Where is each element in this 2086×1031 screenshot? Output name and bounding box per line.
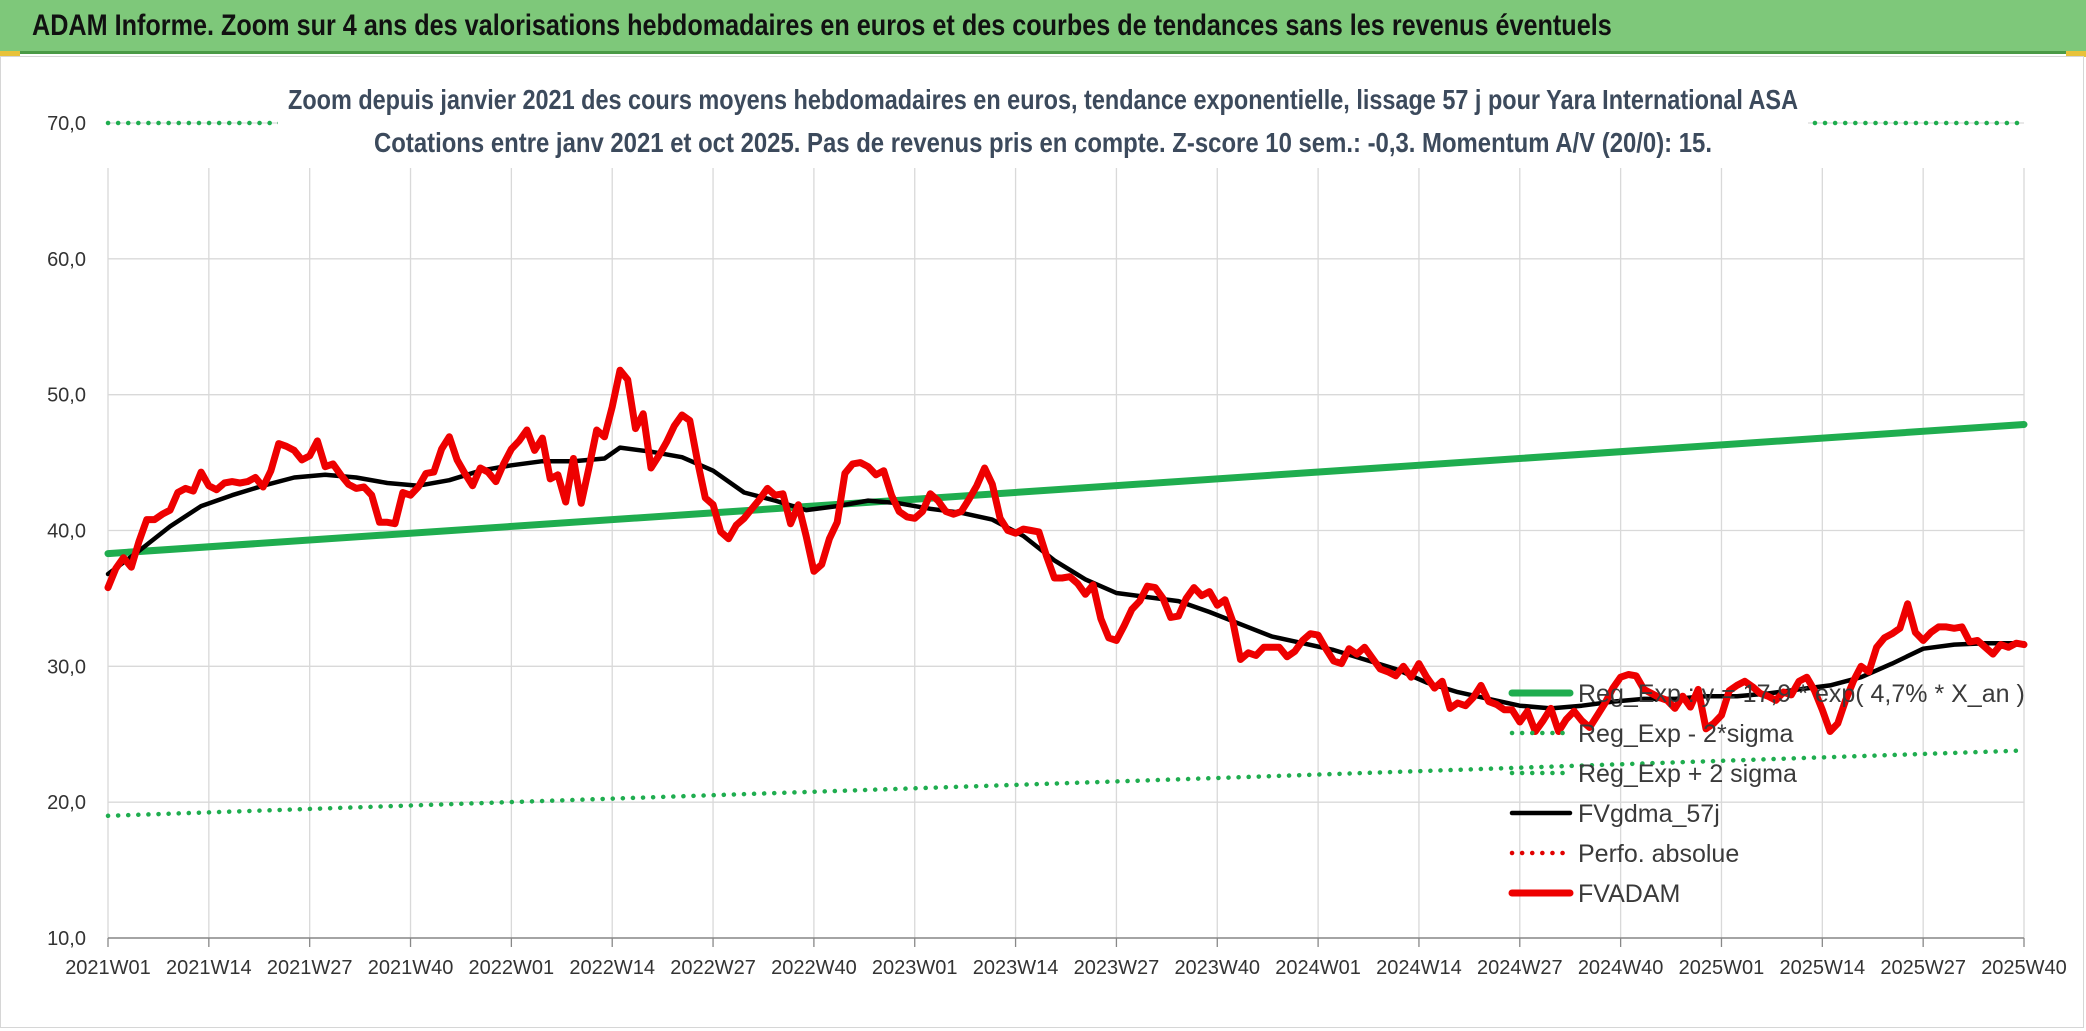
series-line-reg_exp — [104, 421, 2028, 558]
series-layer — [104, 120, 2028, 819]
y-tick-label: 20,0 — [47, 792, 86, 814]
x-tick-label: 2021W14 — [166, 957, 252, 979]
legend-label: FVADAM — [1578, 880, 1680, 908]
x-tick-label: 2023W01 — [872, 957, 958, 979]
title-backdrop — [278, 76, 1808, 168]
x-tick-label: 2025W01 — [1679, 957, 1765, 979]
x-tick-label: 2022W14 — [569, 957, 655, 979]
x-tick-label: 2022W40 — [771, 957, 857, 979]
series-line-fvadam — [104, 366, 2028, 735]
x-tick-label: 2021W27 — [267, 957, 353, 979]
x-tick-label: 2025W27 — [1880, 957, 1966, 979]
y-axis-ticks: 10,0 20,0 30,0 40,0 50,0 60,0 70,0 — [47, 113, 86, 950]
legend-label: Reg_Exp : y = 17,9 * exp( 4,7% * X_an ) — [1578, 680, 2025, 708]
x-tick-label: 2024W14 — [1376, 957, 1462, 979]
chart-subtitle: Cotations entre janv 2021 et oct 2025. P… — [374, 127, 1712, 158]
chart-frame — [0, 56, 2084, 1028]
y-tick-label: 60,0 — [47, 249, 86, 271]
x-tick-label: 2023W14 — [973, 957, 1059, 979]
header-corner-left — [0, 51, 20, 57]
x-tick-label: 2025W14 — [1780, 957, 1866, 979]
legend-label: Reg_Exp + 2 sigma — [1578, 760, 1797, 788]
x-tick-label: 2025W40 — [1981, 957, 2067, 979]
y-tick-label: 10,0 — [47, 928, 86, 950]
chart-title: Zoom depuis janvier 2021 des cours moyen… — [288, 84, 1798, 115]
x-tick-label: 2021W01 — [65, 957, 151, 979]
header-corner-right — [2066, 51, 2086, 57]
y-tick-label: 30,0 — [47, 656, 86, 678]
series-line-reg_exp — [105, 748, 2027, 819]
page-header: ADAM Informe. Zoom sur 4 ans des valoris… — [0, 0, 2086, 54]
x-tick-label: 2023W27 — [1074, 957, 1160, 979]
x-tick-label: 2023W40 — [1174, 957, 1260, 979]
x-tick-label: 2022W27 — [670, 957, 756, 979]
legend-label: Reg_Exp - 2*sigma — [1578, 720, 1793, 748]
legend: Reg_Exp : y = 17,9 * exp( 4,7% * X_an ) R… — [1508, 680, 2025, 908]
y-tick-label: 50,0 — [47, 385, 86, 407]
x-tick-label: 2024W27 — [1477, 957, 1563, 979]
y-tick-label: 40,0 — [47, 521, 86, 543]
x-tick-label: 2024W01 — [1275, 957, 1361, 979]
legend-label: FVgdma_57j — [1578, 800, 1720, 828]
x-tick-label: 2022W01 — [469, 957, 555, 979]
x-tick-label: 2024W40 — [1578, 957, 1664, 979]
x-axis-ticks: 2021W01 2021W14 2021W27 2021W40 2022W01 2022W… — [65, 957, 2067, 979]
x-tick-label: 2021W40 — [368, 957, 454, 979]
gridlines — [107, 122, 2025, 947]
y-tick-label: 70,0 — [47, 113, 86, 135]
page-title: ADAM Informe. Zoom sur 4 ans des valoris… — [32, 9, 1612, 42]
legend-label: Perfo. absolue — [1578, 840, 1739, 868]
